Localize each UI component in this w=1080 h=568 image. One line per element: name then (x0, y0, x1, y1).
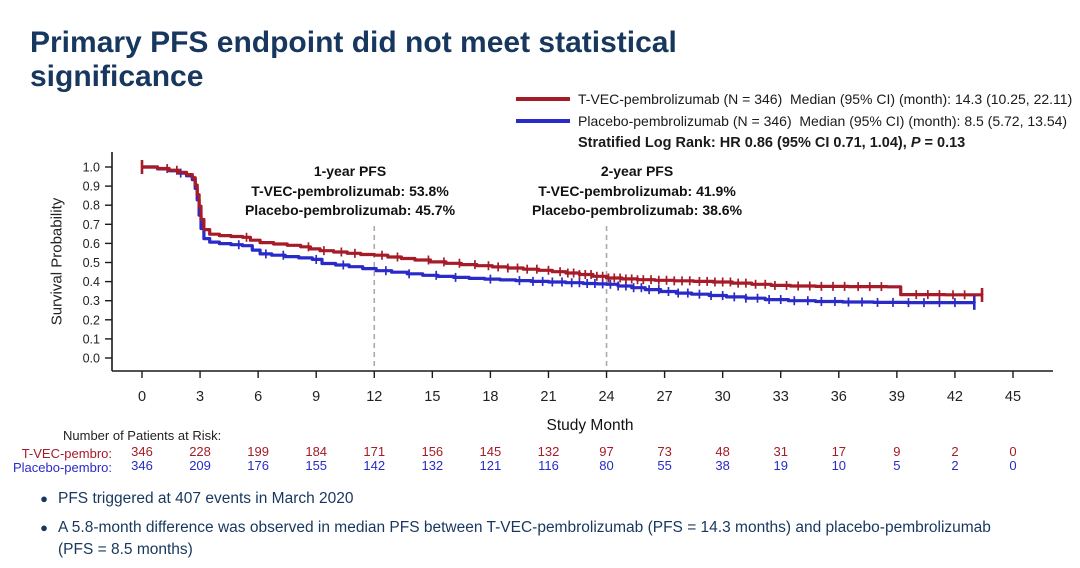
x-tick-label: 24 (598, 389, 614, 405)
risk-value: 209 (189, 458, 211, 473)
x-tick-label: 33 (773, 389, 789, 405)
annotation-2yr-tvec: T-VEC-pembrolizumab: 41.9% (538, 182, 736, 199)
y-axis: 0.0 0.1 0.2 0.3 0.4 0.5 0.6 0.7 0.8 0.9 1.0 (83, 152, 113, 371)
x-tick-label: 3 (196, 389, 204, 405)
risk-value: 121 (480, 458, 502, 473)
annotation-1yr-tvec: T-VEC-pembrolizumab: 53.8% (251, 182, 449, 199)
bullet-dot-icon: ● (40, 491, 48, 506)
annotation-1-year-pfs: 1-year PFS T-VEC-pembrolizumab: 53.8% Pl… (245, 162, 455, 221)
risk-value: 171 (363, 444, 385, 459)
risk-value: 132 (538, 444, 560, 459)
risk-value: 19 (773, 458, 787, 473)
risk-value: 0 (1009, 444, 1016, 459)
risk-value: 116 (538, 458, 559, 473)
x-tick-label: 0 (138, 389, 146, 405)
legend-label-tvec: T-VEC-pembrolizumab (N = 346) Median (95… (578, 91, 1073, 107)
x-tick-label: 36 (831, 389, 847, 405)
p-value-symbol: P (910, 135, 921, 151)
risk-value: 97 (599, 444, 613, 459)
y-tick-label: 0.4 (83, 275, 100, 289)
slide-title: Primary PFS endpoint did not meet statis… (30, 26, 677, 93)
risk-value: 80 (599, 458, 613, 473)
survival-curve-t (142, 165, 984, 297)
risk-value: 31 (773, 444, 787, 459)
risk-table-header: Number of Patients at Risk: (63, 428, 222, 443)
x-tick-label: 12 (366, 389, 382, 405)
stratified-logrank-text: Stratified Log Rank: HR 0.86 (95% CI 0.7… (578, 135, 966, 151)
risk-value: 145 (480, 444, 502, 459)
x-tick-label: 9 (312, 389, 320, 405)
legend-row-placebo: Placebo-pembrolizumab (N = 346) Median (… (516, 110, 1076, 132)
x-tick-label: 45 (1005, 389, 1021, 405)
bullet-item: ● A 5.8-month difference was observed in… (30, 517, 1025, 561)
y-tick-label: 0.6 (83, 237, 100, 251)
risk-value: 142 (363, 458, 385, 473)
risk-value: 228 (189, 444, 211, 459)
bullet-item: ● PFS triggered at 407 events in March 2… (30, 488, 1025, 510)
x-tick-label: 18 (482, 389, 498, 405)
risk-value: 176 (247, 458, 269, 473)
y-tick-label: 0.9 (83, 180, 100, 194)
x-axis-title: Study Month (546, 417, 634, 434)
x-tick-label: 42 (947, 389, 963, 405)
risk-value: 48 (715, 444, 729, 459)
risk-value: 156 (421, 444, 443, 459)
x-tick-label: 27 (657, 389, 673, 405)
y-tick-label: 1.0 (83, 161, 100, 175)
risk-values-row-1: 346 228 199 184 171 156 145 132 97 73 48 31 17 9 2 0 (131, 444, 1016, 459)
risk-value: 73 (657, 444, 671, 459)
y-tick-label: 0.2 (83, 313, 100, 327)
footnote-bullets: ● PFS triggered at 407 events in March 2… (30, 488, 1025, 568)
risk-value: 5 (893, 458, 900, 473)
chart-legend: T-VEC-pembrolizumab (N = 346) Median (95… (516, 88, 1076, 154)
annotation-1yr-placebo: Placebo-pembrolizumab: 45.7% (244, 202, 456, 218)
y-tick-label: 0.7 (83, 218, 100, 232)
risk-value: 9 (893, 444, 900, 459)
bullet-dot-icon: ● (40, 520, 48, 535)
legend-label-placebo: Placebo-pembrolizumab (N = 346) Median (… (578, 113, 1068, 129)
risk-value: 0 (1009, 458, 1016, 473)
annotation-1yr-title: 1-year PFS (313, 163, 387, 179)
risk-row-label-tvec: T-VEC-pembro: (21, 446, 112, 461)
risk-value: 55 (657, 458, 671, 473)
risk-value: 132 (421, 458, 443, 473)
risk-value: 17 (832, 444, 846, 459)
x-tick-label: 6 (254, 389, 262, 405)
risk-row-label-placebo: Placebo-pembro: (13, 460, 112, 475)
legend-row-tvec: T-VEC-pembrolizumab (N = 346) Median (95… (516, 88, 1076, 110)
annotation-2yr-title: 2-year PFS (600, 163, 674, 179)
risk-value: 38 (715, 458, 729, 473)
bullet-text-2: A 5.8-month difference was observed in m… (58, 519, 991, 558)
risk-values-row-2: 346 209 176 155 142 132 121 116 80 55 38 19 10 5 2 0 (131, 458, 1016, 473)
bullet-text-1: PFS triggered at 407 events in March 202… (58, 490, 354, 507)
x-axis: 0 3 6 9 12 15 18 21 24 27 30 33 36 39 42 45 (112, 370, 1053, 405)
risk-value: 184 (305, 444, 327, 459)
y-tick-label: 0.1 (83, 332, 100, 346)
risk-value: 10 (832, 458, 846, 473)
y-tick-label: 0.5 (83, 256, 100, 270)
x-tick-label: 30 (715, 389, 731, 405)
y-tick-label: 0.0 (83, 352, 100, 366)
annotation-2yr-placebo: Placebo-pembrolizumab: 38.6% (531, 202, 743, 218)
y-axis-title: Survival Probability (48, 197, 66, 326)
x-tick-label: 21 (540, 389, 556, 405)
placebo-line-swatch (516, 119, 570, 123)
risk-value: 2 (951, 444, 958, 459)
x-tick-label: 15 (424, 389, 440, 405)
y-tick-label: 0.3 (83, 294, 100, 308)
stratified-logrank-line: Stratified Log Rank: HR 0.86 (95% CI 0.7… (516, 132, 1076, 154)
risk-value: 155 (305, 458, 327, 473)
tvec-line-swatch (516, 97, 570, 101)
risk-value: 2 (951, 458, 958, 473)
annotation-2-year-pfs: 2-year PFS T-VEC-pembrolizumab: 41.9% Pl… (532, 162, 742, 221)
risk-value: 346 (131, 444, 153, 459)
risk-value: 346 (131, 458, 153, 473)
risk-value: 199 (247, 444, 269, 459)
x-tick-label: 39 (889, 389, 905, 405)
y-tick-label: 0.8 (83, 199, 100, 213)
